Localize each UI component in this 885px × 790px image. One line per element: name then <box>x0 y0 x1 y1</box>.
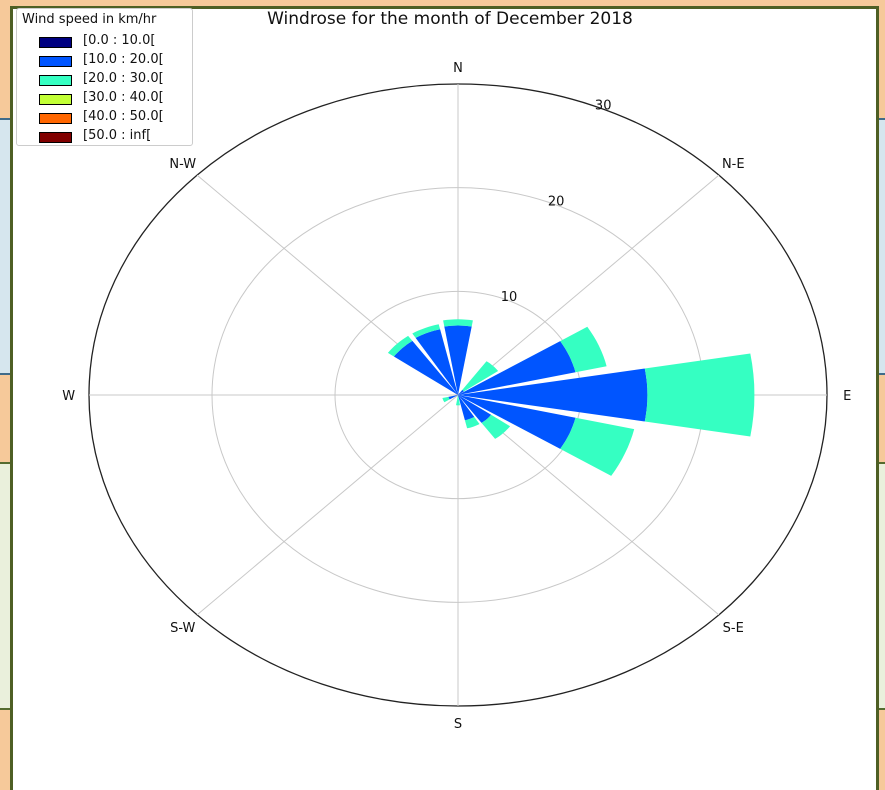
windrose-wedge <box>443 319 473 327</box>
direction-spoke <box>457 174 720 396</box>
legend-label: [0.0 : 10.0[ <box>83 33 156 48</box>
windrose-wedge <box>412 324 441 338</box>
legend-swatch <box>39 56 72 67</box>
legend-swatch <box>39 94 72 105</box>
direction-label: S <box>454 717 462 732</box>
legend-label: [20.0 : 30.0[ <box>83 71 164 86</box>
windrose-wedge <box>393 340 458 395</box>
windrose-wedge <box>560 326 607 373</box>
windrose-wedge <box>458 395 492 423</box>
direction-label: N <box>453 61 463 76</box>
windrose-wedge <box>442 396 450 403</box>
windrose-wedge <box>462 361 499 392</box>
legend-title: Wind speed in km/hr <box>22 12 157 27</box>
windrose-wedge <box>456 395 460 406</box>
windrose-wedge <box>458 395 475 421</box>
legend: Wind speed in km/hr [0.0 : 10.0[ [10.0 :… <box>16 8 193 146</box>
legend-swatch <box>39 37 72 48</box>
radial-tick-label: 10 <box>501 290 518 305</box>
windrose-wedge <box>458 389 464 395</box>
direction-label: N-E <box>722 157 745 172</box>
windrose-wedge <box>458 341 576 395</box>
legend-swatch <box>39 75 72 86</box>
direction-label: S-W <box>170 621 195 636</box>
windrose-wedge <box>644 353 755 437</box>
direction-spoke <box>196 394 459 616</box>
windrose-wedge <box>444 325 472 395</box>
direction-label: N-W <box>169 157 196 172</box>
legend-label: [10.0 : 20.0[ <box>83 52 164 67</box>
windrose-wedge <box>415 329 458 395</box>
legend-swatch <box>39 132 72 143</box>
legend-label: [30.0 : 40.0[ <box>83 90 164 105</box>
direction-label: S-E <box>723 621 744 636</box>
windrose-wedge <box>560 417 635 476</box>
radial-tick-label: 30 <box>595 99 612 114</box>
direction-label: E <box>843 389 851 404</box>
windrose-wedge <box>458 368 648 422</box>
legend-swatch <box>39 113 72 124</box>
legend-label: [50.0 : inf[ <box>83 128 152 143</box>
windrose-wedge <box>458 395 576 449</box>
windrose-wedge <box>387 335 413 357</box>
legend-label: [40.0 : 50.0[ <box>83 109 164 124</box>
windrose-wedge <box>481 414 511 439</box>
direction-label: W <box>62 389 75 404</box>
windrose-wedge <box>448 395 458 400</box>
windrose-wedge <box>464 417 480 429</box>
radial-tick-label: 20 <box>548 194 565 209</box>
